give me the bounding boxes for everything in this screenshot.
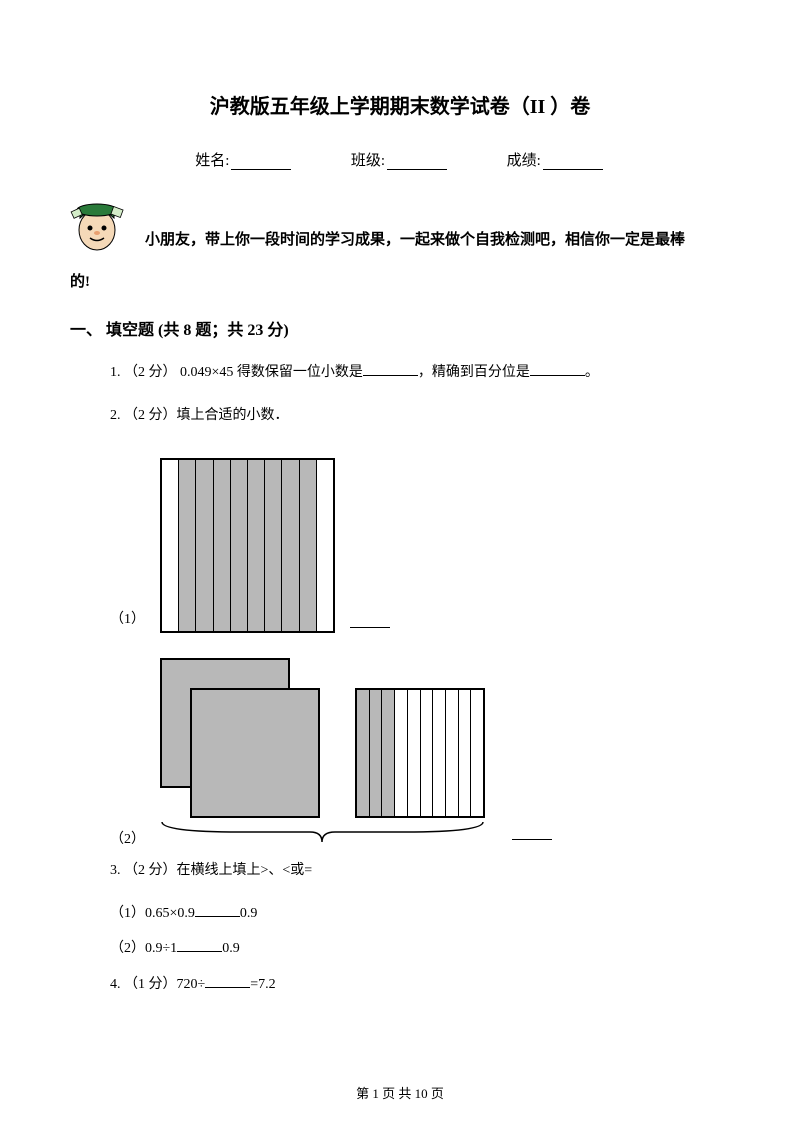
q3-sub2-right: 0.9: [222, 941, 240, 956]
q3-sub2-left: （2）0.9÷1: [110, 941, 177, 956]
figure-2-row: （2）: [110, 658, 730, 848]
q3-sub2-blank: [177, 938, 222, 952]
figure-2-brace: [160, 820, 485, 845]
intro-line-2: 的!: [70, 270, 730, 291]
class-blank: [387, 169, 447, 170]
q3-sub1-right: 0.9: [240, 906, 258, 921]
figure-2-square-front: [190, 688, 320, 818]
question-3: 3. （2 分）在横线上填上>、<或=: [110, 858, 730, 883]
q1-mid: ，精确到百分位是: [418, 365, 530, 380]
q4-blank: [205, 974, 250, 988]
q2-sub2-blank: [512, 826, 552, 840]
name-blank: [231, 169, 291, 170]
class-label: 班级:: [351, 149, 385, 170]
student-info-row: 姓名: 班级: 成绩:: [70, 149, 730, 170]
figure-1-row: （1）: [110, 458, 730, 633]
q3-sub1: （1）0.65×0.9 0.9: [110, 902, 730, 922]
figure-2-container: [160, 658, 500, 848]
question-4: 4. （1 分）720÷ =7.2: [110, 972, 730, 997]
q1-blank-2: [530, 362, 585, 376]
q2-sub2-label: （2）: [110, 828, 145, 848]
q3-sub1-blank: [195, 903, 240, 917]
question-2: 2. （2 分）填上合适的小数．: [110, 403, 730, 428]
q2-sub1-label: （1）: [110, 608, 145, 633]
exam-title: 沪教版五年级上学期期末数学试卷（II ）卷: [70, 90, 730, 119]
q4-suffix: =7.2: [250, 977, 275, 992]
q1-prefix: 1. （2 分） 0.049×45 得数保留一位小数是: [110, 365, 363, 380]
q2-sub1-blank: [350, 614, 390, 628]
question-1: 1. （2 分） 0.049×45 得数保留一位小数是 ，精确到百分位是 。: [110, 360, 730, 385]
q4-prefix: 4. （1 分）720÷: [110, 977, 205, 992]
q1-blank-1: [363, 362, 418, 376]
name-label: 姓名:: [195, 149, 229, 170]
mascot-image: [70, 190, 125, 255]
section-1-header: 一、 填空题 (共 8 题；共 23 分): [70, 316, 730, 340]
intro-line-1: 小朋友，带上你一段时间的学习成果，一起来做个自我检测吧，相信你一定是最棒: [145, 225, 685, 255]
q3-sub2: （2）0.9÷1 0.9: [110, 937, 730, 957]
figure-1-grid: [160, 458, 335, 633]
q3-sub1-left: （1）0.65×0.9: [110, 906, 195, 921]
figure-2-grid: [355, 688, 485, 818]
score-label: 成绩:: [507, 149, 541, 170]
score-blank: [543, 169, 603, 170]
page-footer: 第 1 页 共 10 页: [0, 1083, 800, 1102]
q1-suffix: 。: [585, 365, 599, 380]
